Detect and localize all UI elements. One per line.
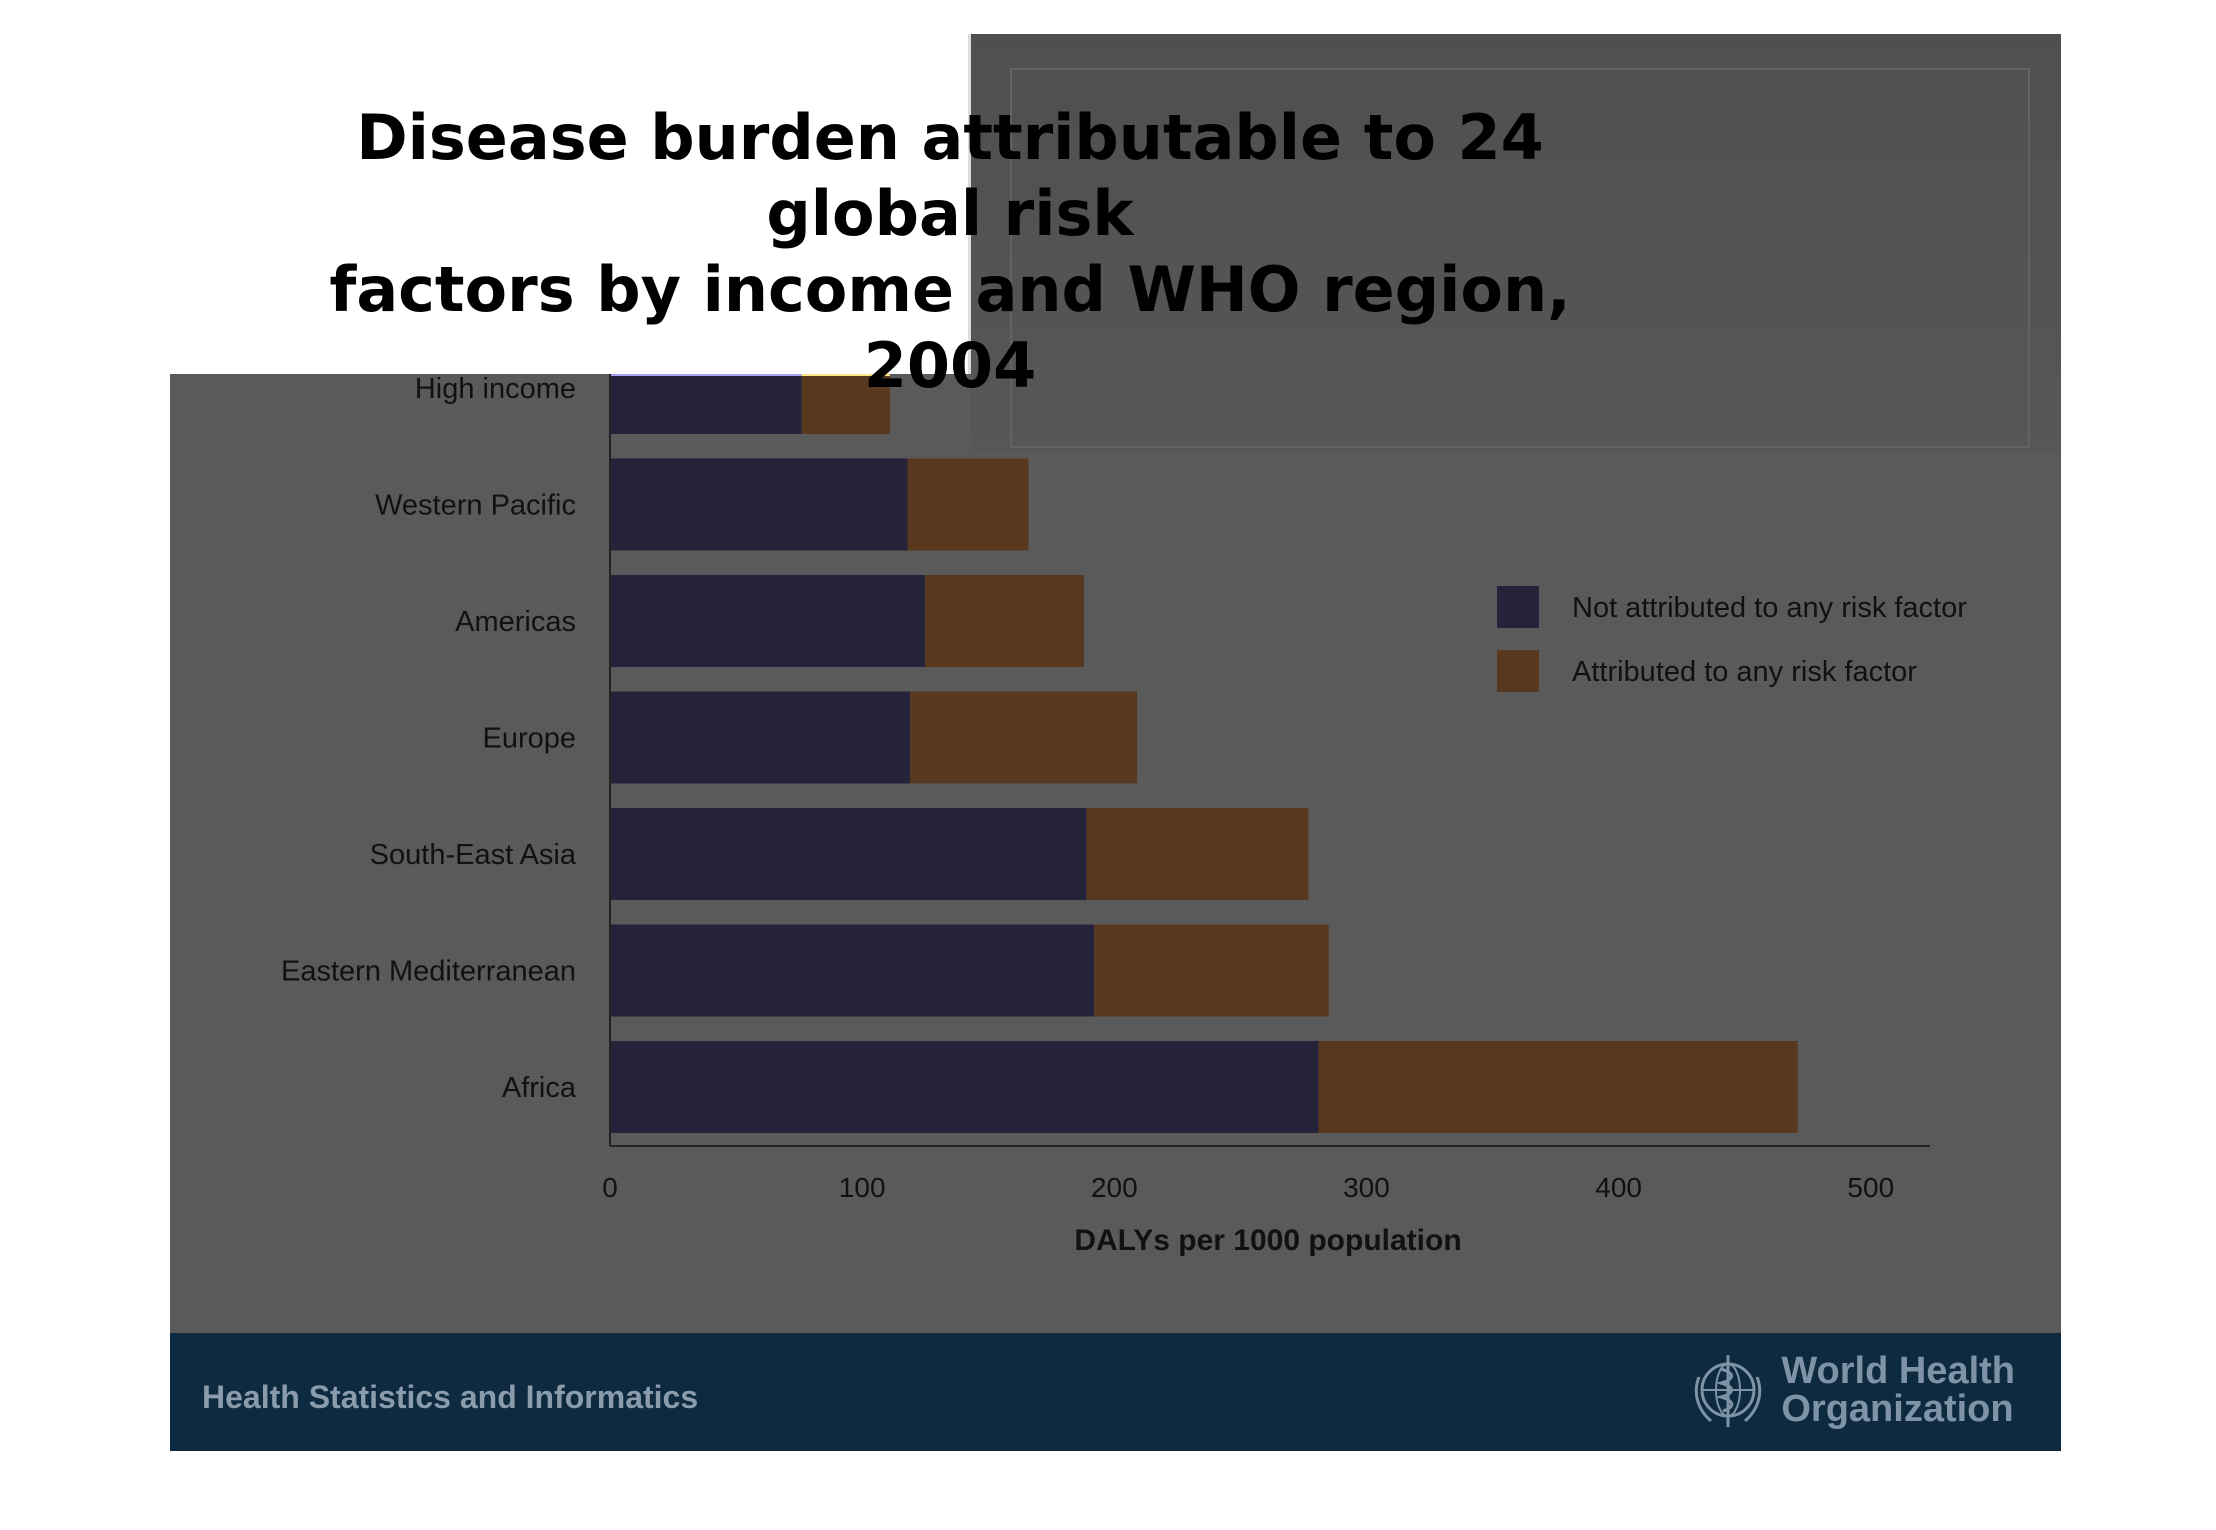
bar-americas-attributed [925,575,1085,667]
bar-americas-not-attributed [610,575,926,667]
bar-high-income-attributed [801,376,890,434]
x-axis-title: DALYs per 1000 population [1074,1224,1461,1257]
page-margin [0,0,970,34]
category-label-europe: Europe [482,723,576,755]
bar-western-pacific-not-attributed [610,458,908,551]
bar-africa-attributed [1318,1041,1798,1133]
legend-swatch-not-attributed [1497,586,1539,628]
bar-south-east-asia-attributed [1086,808,1309,900]
legend-swatch-attributed [1497,650,1539,692]
header-frame [1010,68,2030,448]
footer-bar: Health Statistics and Informatics World … [170,1333,2061,1451]
bar-south-east-asia-not-attributed [610,808,1087,900]
who-name-line-1: World Health [1781,1350,2015,1392]
title-line-2: factors by income and WHO region, 2004 [329,253,1571,402]
bar-western-pacific-attributed [907,458,1029,551]
bar-eastern-mediterranean-attributed [1094,924,1329,1017]
x-tick-label-300: 300 [1343,1172,1390,1203]
legend-label-attributed: Attributed to any risk factor [1572,656,1917,688]
category-label-high-income: High income [415,373,576,405]
white-overlay-patch [170,34,968,374]
bar-europe-not-attributed [610,691,911,784]
legend: Not attributed to any risk factor Attribu… [1497,586,1967,692]
x-tick-label-0: 0 [602,1172,618,1203]
category-label-americas: Americas [455,606,576,638]
x-tick-label-200: 200 [1091,1172,1138,1203]
who-emblem-icon [1695,1355,1762,1427]
overlay-edge [968,34,971,374]
header-panel [970,34,2061,454]
category-label-africa: Africa [502,1072,577,1104]
bar-europe-attributed [910,691,1138,784]
who-logo: World Health Organization [1685,1347,2015,1433]
bar-high-income-not-attributed [610,376,802,434]
bars-group [610,340,1798,1133]
x-tick-label-100: 100 [839,1172,886,1203]
category-label-eastern-mediterranean: Eastern Mediterranean [281,956,576,988]
footer-text: Health Statistics and Informatics [202,1379,699,1415]
bar-eastern-mediterranean-not-attributed [610,924,1095,1017]
who-name: World Health Organization [1781,1352,2015,1428]
axes-group: High income Western Pacific Americas Europe… [281,340,1930,1257]
category-label-western-pacific: Western Pacific [375,490,576,522]
title-line-1: Disease burden attributable to 24 global… [356,101,1544,250]
category-label-south-east-asia: South-East Asia [370,839,577,871]
x-tick-label-500: 500 [1847,1172,1894,1203]
slide-title: Disease burden attributable to 24 global… [300,100,1600,404]
legend-label-not-attributed: Not attributed to any risk factor [1572,592,1967,624]
who-name-line-2: Organization [1781,1388,2014,1430]
bar-africa-not-attributed [610,1041,1319,1133]
x-tick-label-400: 400 [1595,1172,1642,1203]
